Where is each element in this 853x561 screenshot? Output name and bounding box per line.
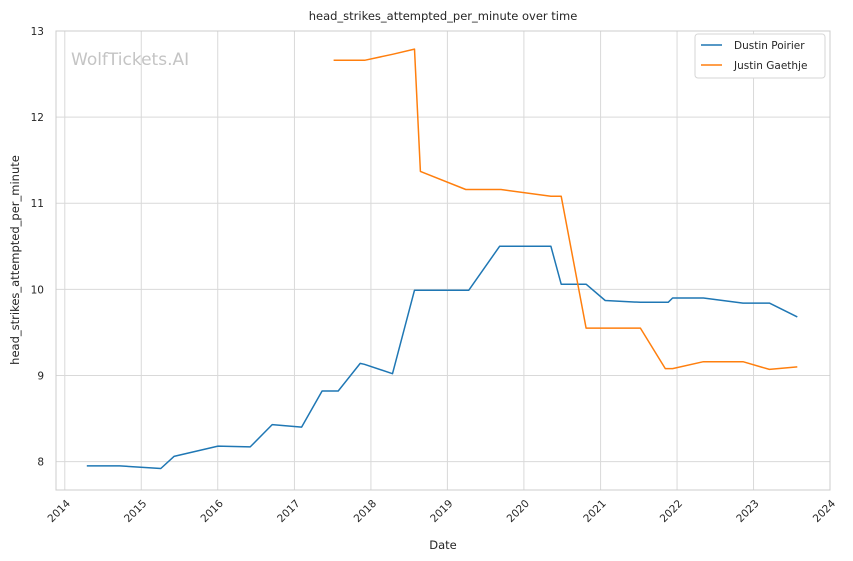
y-tick-label: 12 [31,112,44,124]
plot-area [56,31,830,490]
y-axis-label: head_strikes_attempted_per_minute [8,155,22,365]
x-tick-label: 2022 [658,498,685,525]
y-axis-ticks: 8 9 10 11 12 13 [31,26,44,469]
x-axis-ticks: 2014 2015 2016 2017 2018 2019 2020 2021 2022 2023… [46,497,839,525]
x-tick-label: 2019 [428,498,455,525]
y-tick-label: 10 [31,284,44,296]
legend-label: Dustin Poirier [734,40,805,52]
x-tick-label: 2015 [122,498,149,525]
x-tick-label: 2020 [505,498,532,525]
chart-title: head_strikes_attempted_per_minute over t… [309,9,578,23]
x-tick-label: 2014 [46,497,74,525]
x-tick-label: 2024 [811,497,839,525]
x-tick-label: 2017 [275,498,302,525]
legend-box [694,33,826,79]
x-tick-label: 2016 [198,497,226,525]
watermark-text: WolfTickets.AI [71,50,189,70]
y-tick-label: 13 [31,26,44,38]
y-tick-label: 8 [37,457,44,469]
x-axis-label: Date [429,538,457,552]
y-tick-label: 9 [37,370,44,382]
x-tick-label: 2021 [581,498,608,525]
y-tick-label: 11 [31,198,44,210]
series-line-justin-gaethje [333,48,798,371]
plot-frame [55,30,831,491]
series-layer [86,48,798,470]
x-tick-label: 2018 [352,498,379,525]
legend: Dustin Poirier Justin Gaethje [694,33,826,79]
legend-label: Justin Gaethje [733,60,807,72]
series-line-dustin-poirier [86,245,798,470]
x-tick-label: 2023 [734,498,761,525]
